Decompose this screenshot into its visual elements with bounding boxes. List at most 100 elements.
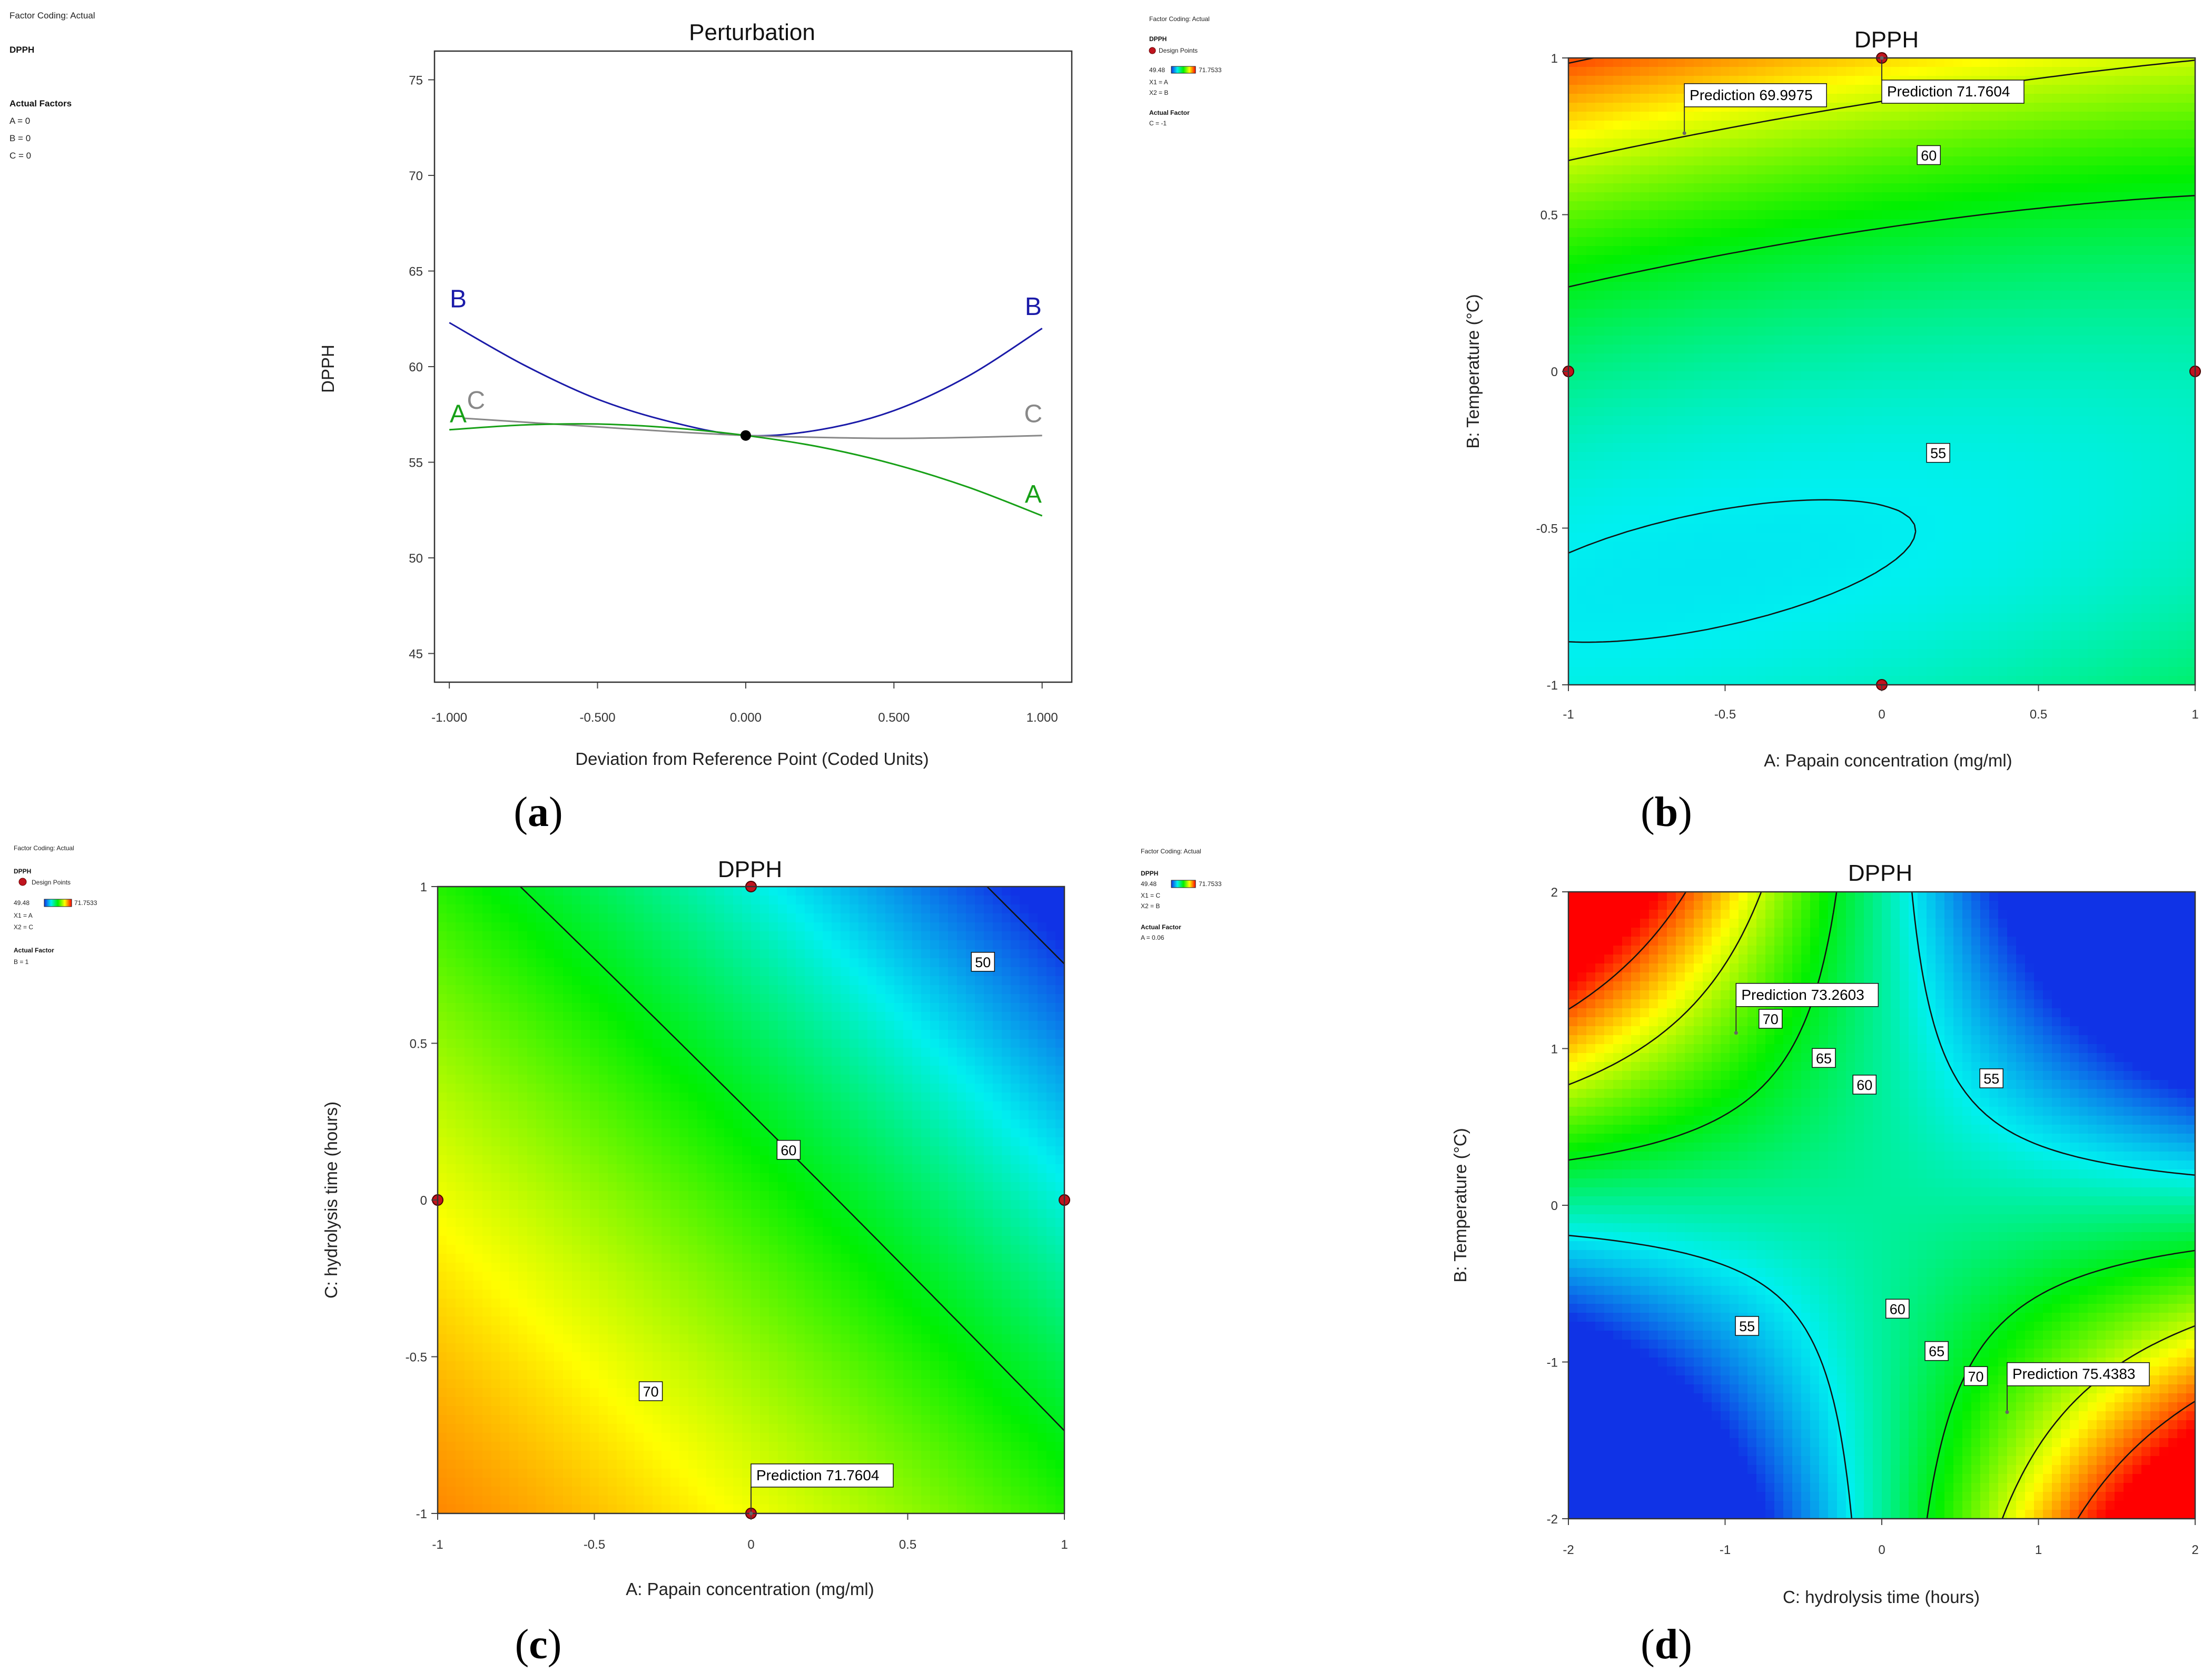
heatmap-cell	[1900, 416, 1909, 426]
heatmap-cell	[2106, 76, 2115, 85]
heatmap-cell	[1694, 515, 1703, 524]
heatmap-cell	[1864, 515, 1873, 524]
heatmap-cell	[2016, 452, 2026, 461]
heatmap-cell	[1989, 201, 1999, 211]
heatmap-cell	[1676, 174, 1685, 184]
response-label: DPPH	[1141, 870, 1158, 877]
heatmap-cell	[1622, 667, 1632, 676]
heatmap-cell	[2061, 631, 2070, 641]
heatmap-cell	[1882, 371, 1891, 381]
heatmap-cell	[2186, 219, 2196, 229]
heatmap-cell	[2070, 568, 2079, 578]
heatmap-cell	[1712, 139, 1721, 148]
heatmap-cell	[1864, 273, 1873, 282]
heatmap-cell	[1864, 318, 1873, 327]
heatmap-cell	[1918, 461, 1927, 470]
heatmap-cell	[1873, 398, 1882, 408]
heatmap-cell	[1685, 165, 1694, 175]
heatmap-cell	[2177, 434, 2187, 444]
heatmap-cell	[2097, 237, 2106, 247]
heatmap-cell	[2150, 255, 2160, 264]
heatmap-cell	[2088, 506, 2097, 515]
heatmap-cell	[1927, 533, 1936, 542]
heatmap-cell	[1631, 568, 1641, 578]
heatmap-cell	[1667, 282, 1676, 291]
heatmap-cell	[1622, 488, 1632, 497]
heatmap-cell	[1900, 345, 1909, 354]
heatmap-cell	[1819, 542, 1829, 551]
heatmap-cell	[1971, 67, 1981, 76]
heatmap-cell	[1577, 94, 1587, 103]
heatmap-cell	[2132, 246, 2142, 255]
heatmap-cell	[1891, 264, 1900, 273]
series-letter-c: C	[1024, 400, 1043, 428]
heatmap-cell	[1891, 461, 1900, 470]
heatmap-cell	[1918, 389, 1927, 399]
heatmap-cell	[1828, 524, 1838, 533]
heatmap-cell	[1694, 434, 1703, 444]
heatmap-cell	[1747, 255, 1757, 264]
heatmap-cell	[1756, 488, 1766, 497]
heatmap-cell	[1953, 255, 1963, 264]
heatmap-cell	[1658, 300, 1667, 309]
heatmap-cell	[1801, 201, 1811, 211]
heatmap-cell	[1721, 559, 1730, 569]
heatmap-cell	[1783, 219, 1793, 229]
heatmap-cell	[2132, 577, 2142, 587]
heatmap-cell	[1676, 192, 1685, 202]
heatmap-cell	[2025, 112, 2035, 121]
heatmap-cell	[1998, 255, 2008, 264]
heatmap-cell	[1712, 524, 1721, 533]
heatmap-cell	[1730, 667, 1739, 676]
heatmap-cell	[1819, 273, 1829, 282]
heatmap-cell	[1882, 174, 1891, 184]
heatmap-cell	[1622, 192, 1632, 202]
heatmap-cell	[1685, 362, 1694, 372]
heatmap-cell	[1774, 371, 1784, 381]
heatmap-cell	[2106, 631, 2115, 641]
heatmap-cell	[1900, 201, 1909, 211]
heatmap-cell	[1927, 309, 1936, 318]
heatmap-cell	[1944, 658, 1954, 667]
heatmap-cell	[2070, 604, 2079, 614]
heatmap-cell	[1640, 586, 1650, 596]
heatmap-cell	[1962, 568, 1972, 578]
x-tick-label: 1.000	[1026, 711, 1058, 725]
heatmap-cell	[1837, 255, 1846, 264]
heatmap-cell	[2124, 595, 2133, 605]
heatmap-cell	[1667, 533, 1676, 542]
heatmap-cell	[1658, 282, 1667, 291]
heatmap-cell	[1998, 613, 2008, 623]
heatmap-cell	[1882, 246, 1891, 255]
heatmap-cell	[2025, 85, 2035, 94]
heatmap-cell	[1658, 577, 1667, 587]
heatmap-cell	[1998, 380, 2008, 390]
heatmap-cell	[1819, 640, 1829, 650]
heatmap-cell	[1774, 452, 1784, 461]
heatmap-cell	[2025, 622, 2035, 632]
heatmap-cell	[1631, 103, 1641, 112]
heatmap-cell	[1595, 255, 1605, 264]
heatmap-cell	[1747, 58, 1757, 67]
heatmap-cell	[1595, 237, 1605, 247]
heatmap-cell	[1855, 586, 1864, 596]
heatmap-cell	[1801, 398, 1811, 408]
heatmap-cell	[1855, 121, 1864, 130]
heatmap-cell	[1667, 165, 1676, 175]
heatmap-cell	[1846, 165, 1855, 175]
heatmap-cell	[1568, 407, 1578, 417]
contour-line-55	[1568, 499, 1917, 643]
heatmap-cell	[1739, 255, 1748, 264]
heatmap-cell	[1604, 506, 1614, 515]
heatmap-cell	[2061, 103, 2070, 112]
heatmap-cell	[1586, 85, 1596, 94]
heatmap-cell	[1962, 434, 1972, 444]
heatmap-cell	[1792, 443, 1802, 453]
colormap-legend-bar	[1171, 66, 1196, 74]
heatmap-cell	[1792, 336, 1802, 345]
heatmap-cell	[1918, 219, 1927, 229]
heatmap-cell	[1694, 264, 1703, 273]
heatmap-cell	[2016, 192, 2026, 202]
heatmap-cell	[1989, 219, 1999, 229]
heatmap-cell	[2052, 228, 2061, 238]
